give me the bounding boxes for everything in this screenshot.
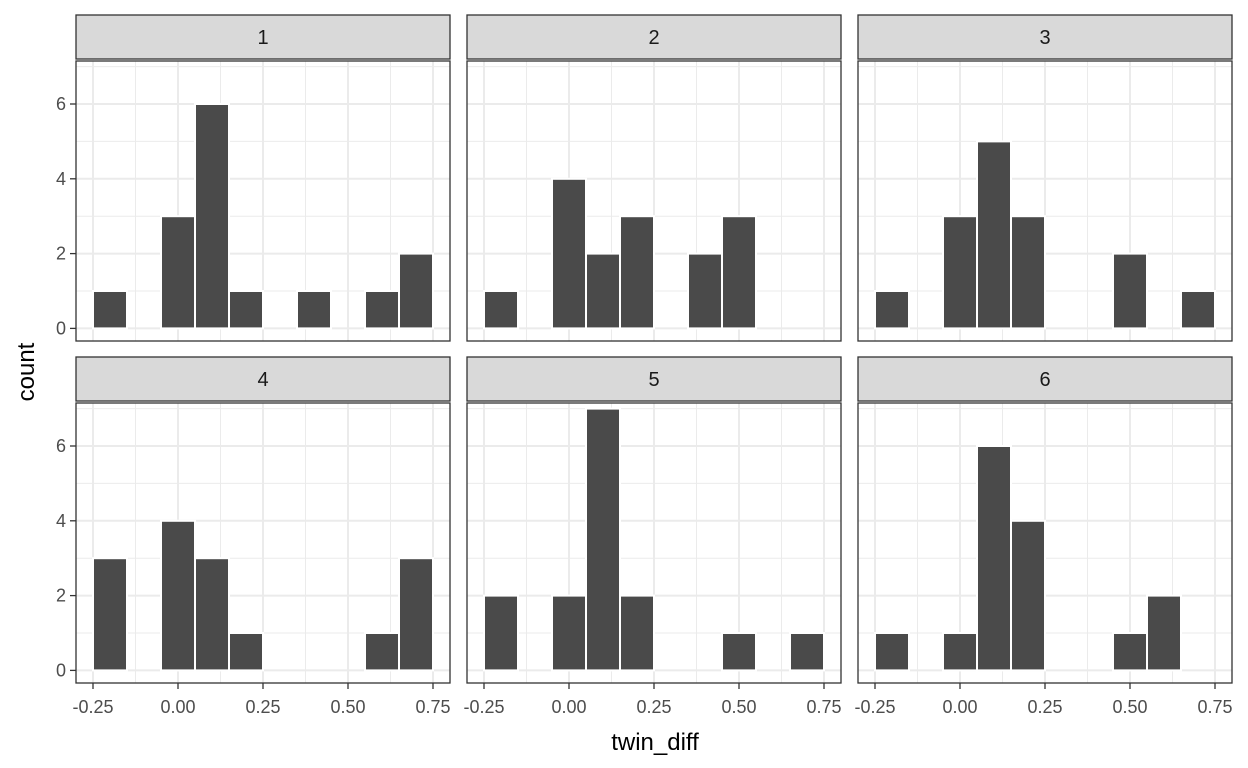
facet-strip-label: 6 [1039,369,1050,391]
facet-strip [466,356,842,402]
facet-panel-6: 6 -0.25 0.00 0.25 0.50 0.75 [854,356,1233,717]
facet-panel-5: 5 -0.25 0.00 0.25 0.50 0.75 [463,356,842,717]
y-tick-label: 0 [56,660,66,680]
x-tick-label: 0.25 [636,697,671,717]
histogram-bar [1010,215,1046,330]
histogram-bar [976,140,1012,330]
histogram-bar [398,557,434,672]
y-tick-label: 0 [56,318,66,338]
histogram-bar [194,557,230,672]
facet-strip-label: 3 [1039,27,1050,49]
histogram-bar [551,594,587,672]
y-tick-label: 4 [56,169,66,189]
facet-strip-label: 4 [257,369,268,391]
histogram-bar [976,445,1012,672]
x-tick-label: 0.25 [245,697,280,717]
facet-strip-label: 5 [648,369,659,391]
histogram-bar [1112,252,1148,330]
x-tick-label: 0.50 [721,697,756,717]
histogram-bar [721,632,757,672]
histogram-bar [296,290,332,330]
panels-group: 1 0 2 4 6 2 3 4 0 2 4 6 -0.25 0.00 0.25 0.50 0.75 5 -0.25 0… [56,14,1233,717]
histogram-bar [483,594,519,672]
facet-strip [857,14,1233,60]
x-tick-label: 0.25 [1027,697,1062,717]
facet-panel-3: 3 [857,14,1233,342]
histogram-bar [1112,632,1148,672]
histogram-bar [364,290,400,330]
x-tick-label: 0.75 [806,697,841,717]
histogram-bar [160,215,196,330]
x-tick-label: -0.25 [72,697,113,717]
facet-panel-1: 1 0 2 4 6 [56,14,451,342]
histogram-bar [160,519,196,672]
histogram-bar [619,215,655,330]
x-tick-label: 0.50 [330,697,365,717]
histogram-bar [92,557,128,672]
histogram-bar [1180,290,1216,330]
histogram-bar [789,632,825,672]
x-axis-title: twin_diff [611,729,699,756]
histogram-bar [942,632,978,672]
facet-strip-label: 2 [648,27,659,49]
histogram-bar [194,103,230,330]
x-tick-label: 0.00 [160,697,195,717]
histogram-bar [619,594,655,672]
histogram-bar [228,632,264,672]
histogram-bar [483,290,519,330]
x-tick-label: 0.75 [1197,697,1232,717]
facet-strip [857,356,1233,402]
histogram-bar [585,407,621,672]
y-tick-label: 6 [56,436,66,456]
histogram-bar [687,252,723,330]
y-tick-label: 2 [56,586,66,606]
histogram-bar [585,252,621,330]
y-tick-label: 2 [56,244,66,264]
y-tick-label: 6 [56,94,66,114]
histogram-bar [92,290,128,330]
histogram-bar [398,252,434,330]
histogram-bar [721,215,757,330]
facet-strip-label: 1 [257,27,268,49]
histogram-bar [942,215,978,330]
y-tick-label: 4 [56,511,66,531]
facet-strip [75,356,451,402]
x-tick-label: 0.00 [942,697,977,717]
x-tick-label: -0.25 [854,697,895,717]
facet-panel-2: 2 [466,14,842,342]
histogram-bar [1010,519,1046,672]
panel-border [466,60,842,342]
x-tick-label: 0.75 [415,697,450,717]
panel-border [75,60,451,342]
panel-border [857,60,1233,342]
histogram-bar [551,177,587,330]
histogram-bar [874,632,910,672]
histogram-bar [1146,594,1182,672]
histogram-bar [874,290,910,330]
histogram-bar [364,632,400,672]
facet-panel-4: 4 0 2 4 6 -0.25 0.00 0.25 0.50 0.75 [56,356,451,717]
histogram-bar [228,290,264,330]
x-tick-label: 0.00 [551,697,586,717]
facet-strip [75,14,451,60]
x-tick-label: 0.50 [1112,697,1147,717]
facet-strip [466,14,842,60]
y-axis-title: count [13,342,40,401]
x-tick-label: -0.25 [463,697,504,717]
